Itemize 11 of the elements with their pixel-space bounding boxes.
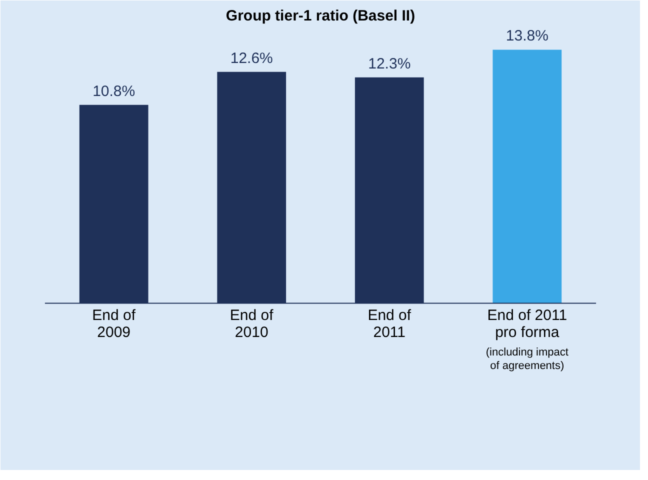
chart-title: Group tier-1 ratio (Basel II) (226, 8, 416, 24)
x-tick-label: End of 2011 (368, 307, 412, 342)
bar (492, 50, 562, 304)
data-label: 12.3% (368, 55, 411, 72)
data-label: 12.6% (230, 50, 273, 67)
x-tick-label: End of 2010 (230, 307, 274, 342)
x-tick-label: End of 2011 pro forma (487, 307, 568, 342)
data-label: 13.8% (506, 28, 548, 45)
text: (including impact of agreements) (486, 346, 568, 372)
data-label: 10.8% (92, 82, 136, 100)
x-tick-label: End of 2009 (92, 307, 136, 342)
